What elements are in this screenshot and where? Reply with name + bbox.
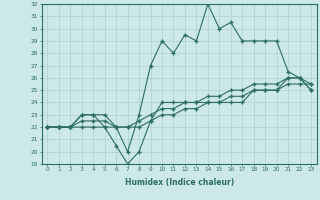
- X-axis label: Humidex (Indice chaleur): Humidex (Indice chaleur): [124, 178, 234, 187]
